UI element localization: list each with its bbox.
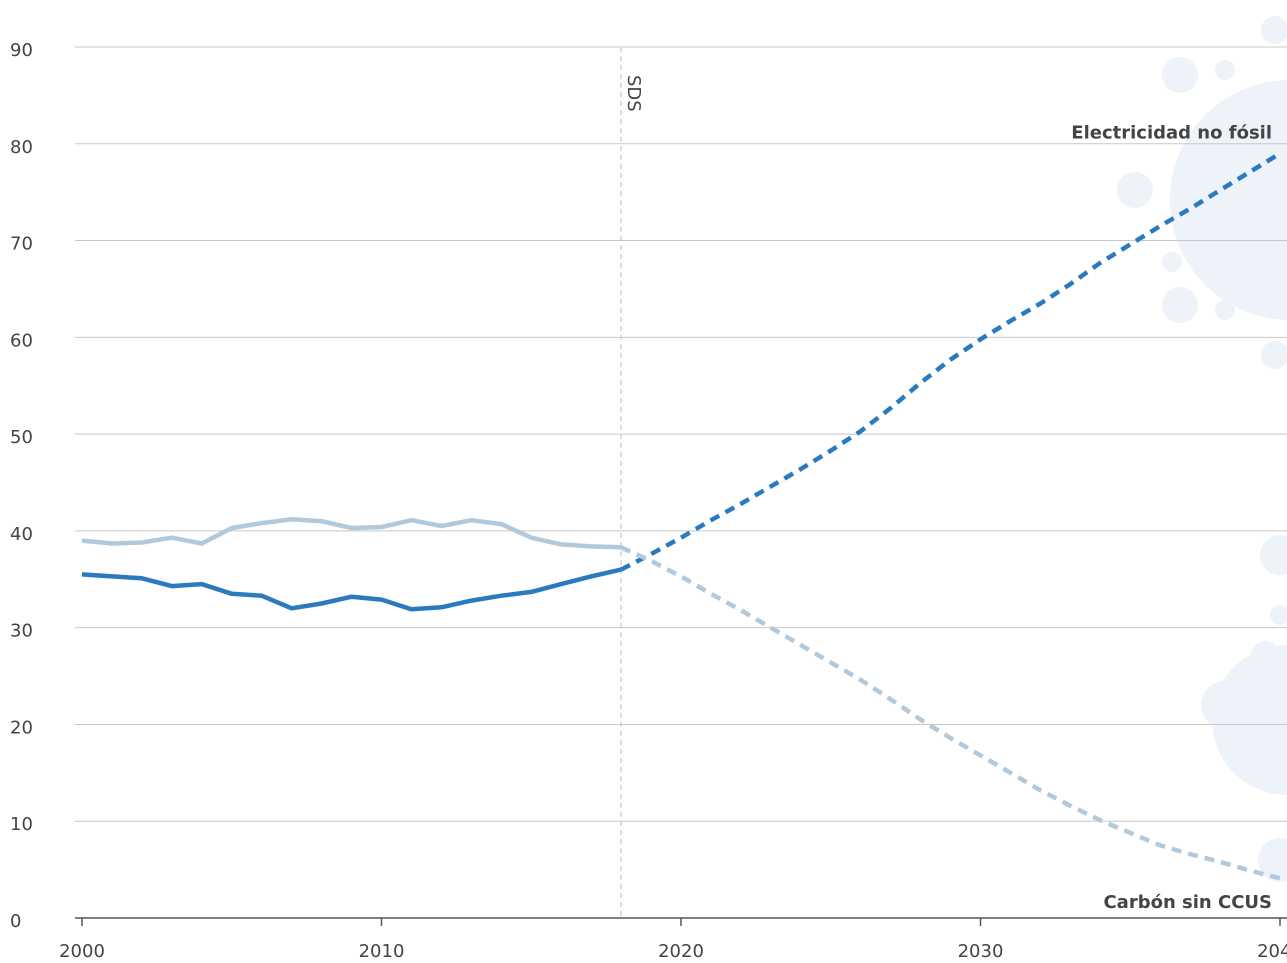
y-tick-label: 90 bbox=[10, 40, 33, 61]
y-tick-label: 80 bbox=[10, 137, 33, 158]
series-label: Electricidad no fósil bbox=[1071, 122, 1272, 143]
x-tick-label: 2020 bbox=[658, 941, 704, 962]
x-tick-label: 2000 bbox=[59, 941, 105, 962]
y-tick-label: 30 bbox=[10, 621, 33, 642]
x-tick-label: 2030 bbox=[958, 941, 1004, 962]
y-tick-label: 70 bbox=[10, 234, 33, 255]
y-tick-label: 20 bbox=[10, 717, 33, 738]
reference-label: SDS bbox=[623, 75, 644, 112]
y-tick-label: 60 bbox=[10, 330, 33, 351]
y-tick-label: 10 bbox=[10, 814, 33, 835]
y-tick-label: 0 bbox=[10, 911, 21, 932]
series-line bbox=[81, 567, 622, 612]
series-label: Carbón sin CCUS bbox=[1103, 892, 1272, 913]
y-tick-label: 40 bbox=[10, 524, 33, 545]
background-decoration bbox=[1117, 16, 1287, 882]
projection-line bbox=[620, 545, 1281, 881]
x-tick-label: 2010 bbox=[359, 941, 405, 962]
x-tick-label: 2040 bbox=[1257, 941, 1287, 962]
series-line bbox=[81, 517, 622, 550]
projection-line bbox=[620, 151, 1282, 572]
y-tick-label: 50 bbox=[10, 427, 33, 448]
